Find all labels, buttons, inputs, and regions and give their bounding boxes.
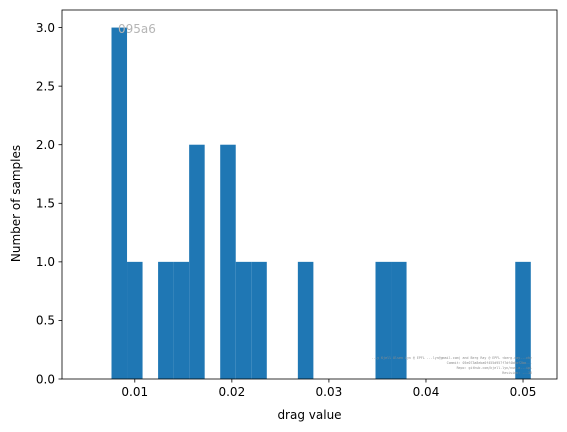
histogram-bar bbox=[220, 144, 236, 379]
histogram-bar bbox=[515, 261, 531, 379]
histogram-bar bbox=[297, 261, 314, 379]
y-tick-label: 2.5 bbox=[36, 79, 55, 93]
axes: 0.01 0.02 0.03 0.04 0.05 0.0 0.5 1.0 1.5 2.0 2.5 3.… bbox=[36, 9, 558, 399]
watermark-line: Revision: ...16 bbox=[502, 371, 532, 375]
histogram-bar bbox=[189, 144, 205, 379]
watermark-line: Commit: 05e073a8eba0f455d957f7df4b6af2ba… bbox=[447, 361, 532, 365]
y-tick-label: 0.0 bbox=[36, 372, 55, 386]
histogram-bar bbox=[173, 261, 190, 379]
histogram-bar bbox=[127, 261, 143, 379]
histogram-bar bbox=[158, 261, 174, 379]
x-tick-label: 0.05 bbox=[510, 385, 537, 399]
plot-area bbox=[111, 27, 531, 379]
x-tick-label: 0.02 bbox=[218, 385, 245, 399]
x-axis-title: drag value bbox=[277, 408, 341, 422]
y-tick-label: 3.0 bbox=[36, 21, 55, 35]
axes-frame bbox=[61, 9, 558, 380]
histogram-bar bbox=[391, 261, 407, 379]
histogram-bar bbox=[235, 261, 252, 379]
y-tick-label: 1.5 bbox=[36, 197, 55, 211]
y-tick-label: 0.5 bbox=[36, 314, 55, 328]
watermark-line: ...y Kjell Olsen Lyn @ EPFL ...lyn@gmail… bbox=[371, 356, 532, 360]
histogram-bar bbox=[375, 261, 392, 379]
y-tick-label: 1.0 bbox=[36, 255, 55, 269]
watermark-line: Repo: github.com/kjell-lyn/num-a...ipl bbox=[457, 366, 532, 370]
histogram-bar bbox=[111, 27, 128, 379]
y-axis-title: Number of samples bbox=[9, 145, 23, 262]
histogram-bar bbox=[251, 261, 267, 379]
x-tick-label: 0.01 bbox=[121, 385, 148, 399]
x-tick-label: 0.04 bbox=[413, 385, 440, 399]
annotation-label: 095a6 bbox=[118, 22, 156, 36]
x-tick-label: 0.03 bbox=[316, 385, 343, 399]
y-tick-label: 2.0 bbox=[36, 138, 55, 152]
